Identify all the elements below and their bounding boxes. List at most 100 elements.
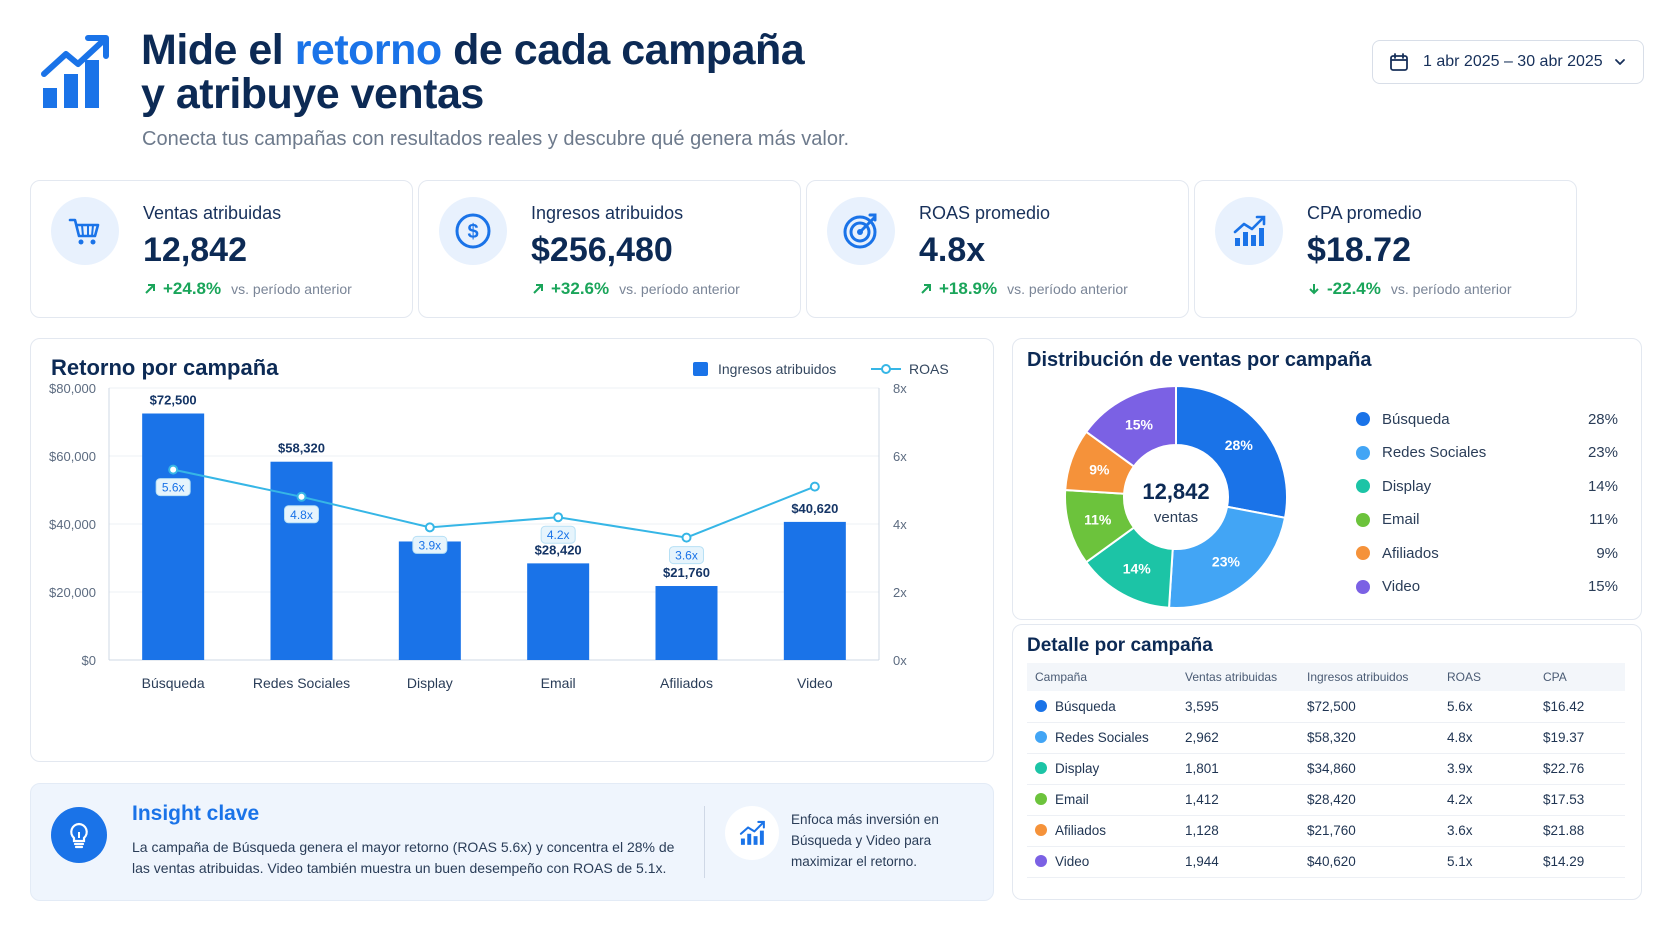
svg-text:$: $ bbox=[467, 221, 478, 243]
roas-point bbox=[424, 522, 435, 533]
cell-campaign: Afiliados bbox=[1027, 815, 1177, 847]
roas-label: 4.8x bbox=[290, 508, 313, 522]
roas-point bbox=[168, 464, 179, 475]
campaign-dot bbox=[1035, 824, 1047, 836]
cell-campaign: Redes Sociales bbox=[1027, 722, 1177, 754]
table-row[interactable]: Email 1,412 $28,420 4.2x $17.53 bbox=[1027, 784, 1625, 816]
roas-label-bg bbox=[284, 505, 319, 524]
bar-line-chart: $0 $20,000 $40,000 $60,000 $80,000 0x 2x 4x 6x 8x… bbox=[49, 381, 907, 691]
legend-pct: 15% bbox=[1587, 578, 1618, 595]
cell-revenue: $34,860 bbox=[1299, 753, 1439, 785]
table-row[interactable]: Búsqueda 3,595 $72,500 5.6x $16.42 bbox=[1027, 691, 1625, 723]
pie-slice-label: 9% bbox=[1089, 461, 1110, 477]
pie-slice bbox=[1084, 384, 1177, 468]
col-roas[interactable]: ROAS bbox=[1439, 663, 1535, 691]
legend-pct: 14% bbox=[1587, 477, 1618, 495]
kpi-label: ROAS promedio bbox=[919, 203, 1051, 223]
legend-pct: 28% bbox=[1587, 410, 1618, 428]
x-tick-label: Email bbox=[541, 675, 576, 691]
page-subtitle: Conecta tus campañas con resultados real… bbox=[142, 128, 850, 150]
roas-label: 3.6x bbox=[675, 549, 698, 563]
campaign-dot bbox=[1035, 855, 1047, 867]
pie-legend-item[interactable]: Búsqueda 28% bbox=[1356, 407, 1618, 431]
cell-cpa: $21.88 bbox=[1535, 815, 1625, 847]
table-row[interactable]: Display 1,801 $34,860 3.9x $22.76 bbox=[1027, 753, 1625, 785]
pie-legend-item[interactable]: Video 15% bbox=[1356, 575, 1618, 599]
page-header: Mide el retorno de cada campaña y atribu… bbox=[40, 28, 1640, 158]
roas-label: 5.6x bbox=[162, 481, 185, 495]
roas-line bbox=[172, 468, 816, 539]
y-left-tick: $40,000 bbox=[49, 517, 96, 532]
legend-line-swatch bbox=[871, 364, 901, 374]
cell-roas: 3.9x bbox=[1439, 753, 1535, 785]
page-title: Mide el retorno de cada campaña y atribu… bbox=[141, 26, 805, 118]
y-right-tick: 6x bbox=[893, 449, 907, 464]
chart-title: Retorno por campaña bbox=[51, 355, 279, 380]
cell-campaign: Display bbox=[1027, 753, 1177, 785]
col-cpa[interactable]: CPA bbox=[1535, 663, 1625, 691]
cell-sales: 1,128 bbox=[1177, 815, 1299, 847]
table-row[interactable]: Redes Sociales 2,962 $58,320 4.8x $19.37 bbox=[1027, 722, 1625, 754]
legend-roas[interactable]: ROAS bbox=[871, 361, 949, 377]
col-campaign[interactable]: Campaña bbox=[1027, 663, 1177, 691]
kpi-card-revenue: $ Ingresos atribuidos $256,480 +32.6% vs.… bbox=[418, 180, 801, 318]
legend-name: Email bbox=[1382, 511, 1420, 528]
pie-slice-label: 23% bbox=[1212, 553, 1241, 569]
pie-legend-item[interactable]: Afiliados 9% bbox=[1356, 541, 1618, 565]
legend-revenue[interactable]: Ingresos atribuidos bbox=[693, 361, 836, 377]
roas-label-bg bbox=[412, 535, 448, 554]
bar bbox=[142, 413, 205, 660]
table-row[interactable]: Afiliados 1,128 $21,760 3.6x $21.88 bbox=[1027, 815, 1625, 847]
pie-slice-label: 14% bbox=[1123, 560, 1152, 576]
pie-legend-item[interactable]: Email 11% bbox=[1356, 508, 1618, 532]
arrow-down-icon bbox=[1309, 284, 1319, 295]
trend-icon bbox=[1215, 197, 1283, 265]
bar-value-label: $58,320 bbox=[278, 441, 325, 456]
campaign-dot bbox=[1035, 793, 1047, 805]
x-tick-label: Display bbox=[407, 675, 453, 691]
campaign-dot bbox=[1035, 762, 1047, 774]
campaign-dot bbox=[1035, 731, 1047, 743]
bar-value-label: $28,420 bbox=[535, 542, 582, 557]
cell-sales: 2,962 bbox=[1177, 722, 1299, 754]
bar bbox=[527, 563, 590, 660]
table-row[interactable]: Video 1,944 $40,620 5.1x $14.29 bbox=[1027, 846, 1625, 878]
trend-icon bbox=[725, 806, 779, 860]
legend-pct: 23% bbox=[1587, 444, 1618, 461]
legend-swatch bbox=[693, 362, 708, 376]
legend-name: Display bbox=[1382, 477, 1432, 495]
table-header-row: Campaña Ventas atribuidas Ingresos atrib… bbox=[1027, 663, 1625, 691]
cell-campaign: Video bbox=[1027, 846, 1177, 878]
divider bbox=[704, 806, 705, 878]
legend-pct: 9% bbox=[1596, 544, 1618, 562]
dollar-icon: $ bbox=[439, 197, 507, 265]
roas-label-bg bbox=[155, 478, 191, 497]
col-sales[interactable]: Ventas atribuidas bbox=[1177, 663, 1299, 691]
cell-cpa: $19.37 bbox=[1535, 722, 1625, 754]
cell-cpa: $16.42 bbox=[1535, 691, 1625, 723]
bar bbox=[398, 541, 461, 660]
pie-slice-label: 28% bbox=[1225, 437, 1254, 453]
campaign-dot bbox=[1035, 699, 1047, 712]
roas-point bbox=[809, 481, 820, 492]
pie-legend-item[interactable]: Redes Sociales 23% bbox=[1356, 441, 1618, 465]
pie-slice bbox=[1175, 384, 1288, 519]
y-right-tick: 0x bbox=[893, 653, 907, 668]
pie-legend-item[interactable]: Display 14% bbox=[1356, 474, 1618, 498]
kpi-change: +32.6% vs. período anterior bbox=[531, 279, 740, 299]
kpi-label: Ventas atribuidas bbox=[143, 203, 282, 223]
date-range-picker[interactable]: 1 abr 2025 – 30 abr 2025 bbox=[1372, 40, 1644, 84]
cell-sales: 1,944 bbox=[1177, 846, 1299, 878]
insight-panel: Insight clave La campaña de Búsqueda gen… bbox=[30, 783, 994, 901]
cell-sales: 1,412 bbox=[1177, 784, 1299, 816]
legend-dot bbox=[1356, 479, 1370, 493]
pie-center-label: ventas bbox=[1154, 509, 1198, 526]
y-left-tick: $0 bbox=[82, 653, 96, 668]
kpi-card-roas: ROAS promedio 4.8x +18.9% vs. período ant… bbox=[806, 180, 1189, 318]
col-revenue[interactable]: Ingresos atribuidos bbox=[1299, 663, 1439, 691]
kpi-change: +24.8% vs. período anterior bbox=[143, 279, 352, 299]
legend-name: Afiliados bbox=[1382, 544, 1439, 562]
cell-cpa: $17.53 bbox=[1535, 784, 1625, 816]
legend-dot bbox=[1356, 579, 1370, 594]
x-tick-label: Búsqueda bbox=[142, 675, 205, 691]
